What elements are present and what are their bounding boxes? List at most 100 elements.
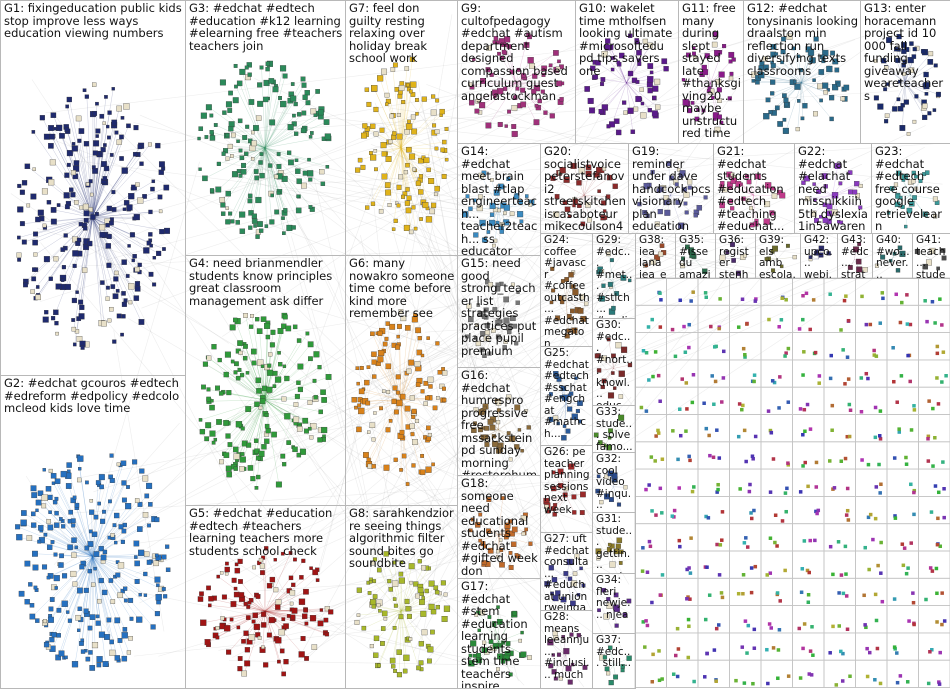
node bbox=[754, 565, 758, 569]
group-panel: G3: #edchat #edtech #education #k12 lear… bbox=[185, 0, 346, 256]
group-label: G26: pe teacher planning sessions next w… bbox=[544, 447, 590, 516]
node bbox=[806, 403, 810, 407]
node bbox=[910, 428, 914, 432]
node bbox=[743, 681, 747, 685]
cell bbox=[824, 660, 856, 687]
group-panel: G42: upco... webi... bbox=[800, 233, 838, 279]
group-panel: G27: uft #edchat consulta... #educhat un… bbox=[540, 532, 593, 611]
group-label: G22: #edchat #elachat need missnikkiih5t… bbox=[798, 145, 869, 234]
node bbox=[906, 322, 910, 326]
node bbox=[674, 654, 678, 658]
node bbox=[844, 545, 848, 549]
node bbox=[784, 491, 788, 495]
cell bbox=[919, 333, 950, 360]
node bbox=[684, 350, 688, 354]
node bbox=[845, 513, 849, 517]
node bbox=[835, 683, 839, 687]
node bbox=[778, 375, 782, 379]
node bbox=[941, 460, 945, 464]
node bbox=[808, 328, 812, 332]
node bbox=[784, 510, 788, 514]
group-panel: G20: socialistvoice peterstefanovi2 stre… bbox=[540, 143, 629, 234]
cell bbox=[919, 578, 950, 605]
node bbox=[807, 601, 811, 605]
group-label: G23: #edchat #edtech free course google … bbox=[875, 145, 948, 234]
group-panel: G2: #edchat gcouros #edtech #edreform #e… bbox=[0, 375, 186, 689]
cell bbox=[698, 387, 730, 414]
node bbox=[925, 320, 929, 324]
node bbox=[912, 513, 916, 517]
node bbox=[644, 488, 648, 492]
node bbox=[928, 650, 932, 654]
group-panel: G8: sarahkendzior re seeing things algor… bbox=[345, 505, 458, 689]
node bbox=[716, 483, 720, 487]
node bbox=[907, 619, 911, 623]
node bbox=[657, 374, 661, 378]
node bbox=[940, 623, 944, 627]
node bbox=[717, 623, 721, 627]
node bbox=[935, 567, 939, 571]
node bbox=[802, 350, 806, 354]
cell bbox=[824, 606, 856, 633]
node bbox=[810, 673, 814, 677]
node bbox=[678, 407, 682, 411]
group-label: G18: someone need educational students #… bbox=[461, 477, 538, 579]
node bbox=[689, 299, 693, 303]
node bbox=[705, 565, 709, 569]
node bbox=[738, 487, 742, 491]
node bbox=[679, 434, 683, 438]
group-panel: G4: need brianmendler students know prin… bbox=[185, 255, 346, 506]
cell bbox=[761, 415, 793, 442]
node bbox=[936, 345, 940, 349]
group-label: G7: feel don guilty resting relaxing ove… bbox=[349, 2, 455, 65]
node bbox=[651, 653, 655, 657]
node bbox=[751, 682, 755, 686]
node bbox=[869, 513, 873, 517]
group-label: G25: #edchat #edtech #sschat #engchat #m… bbox=[544, 348, 590, 440]
cell bbox=[761, 633, 793, 660]
group-panel: G35: #issedu amazi... bbox=[675, 233, 716, 279]
node bbox=[748, 483, 752, 487]
node bbox=[927, 682, 931, 686]
node bbox=[741, 404, 745, 408]
node bbox=[741, 645, 745, 649]
node bbox=[876, 564, 880, 568]
node bbox=[871, 538, 875, 542]
node bbox=[865, 372, 869, 376]
node bbox=[716, 488, 720, 492]
node bbox=[912, 623, 916, 627]
node bbox=[719, 543, 723, 547]
node bbox=[875, 485, 879, 489]
node bbox=[892, 380, 896, 384]
node bbox=[647, 483, 651, 487]
cell bbox=[887, 305, 919, 332]
node bbox=[678, 299, 682, 303]
node bbox=[843, 382, 847, 386]
node bbox=[903, 546, 907, 550]
node bbox=[881, 291, 885, 295]
cell bbox=[667, 633, 699, 660]
node bbox=[936, 517, 940, 521]
group-panel: G43: #edc... strate... bbox=[837, 233, 873, 279]
node bbox=[712, 403, 716, 407]
node bbox=[673, 509, 677, 513]
node bbox=[811, 653, 815, 657]
small-cells bbox=[635, 278, 950, 688]
node bbox=[912, 404, 916, 408]
node bbox=[651, 680, 655, 684]
node bbox=[657, 431, 661, 435]
node bbox=[671, 514, 675, 518]
node bbox=[940, 380, 944, 384]
node bbox=[809, 427, 813, 431]
node bbox=[872, 349, 876, 353]
group-panel: G14: #edchat meet brain blast #tlap engi… bbox=[457, 143, 541, 256]
cell bbox=[635, 360, 667, 387]
node bbox=[769, 626, 773, 630]
cell bbox=[698, 278, 730, 305]
cell bbox=[730, 606, 762, 633]
cell bbox=[919, 305, 950, 332]
node bbox=[933, 436, 937, 440]
node bbox=[936, 543, 940, 547]
node bbox=[847, 377, 851, 381]
